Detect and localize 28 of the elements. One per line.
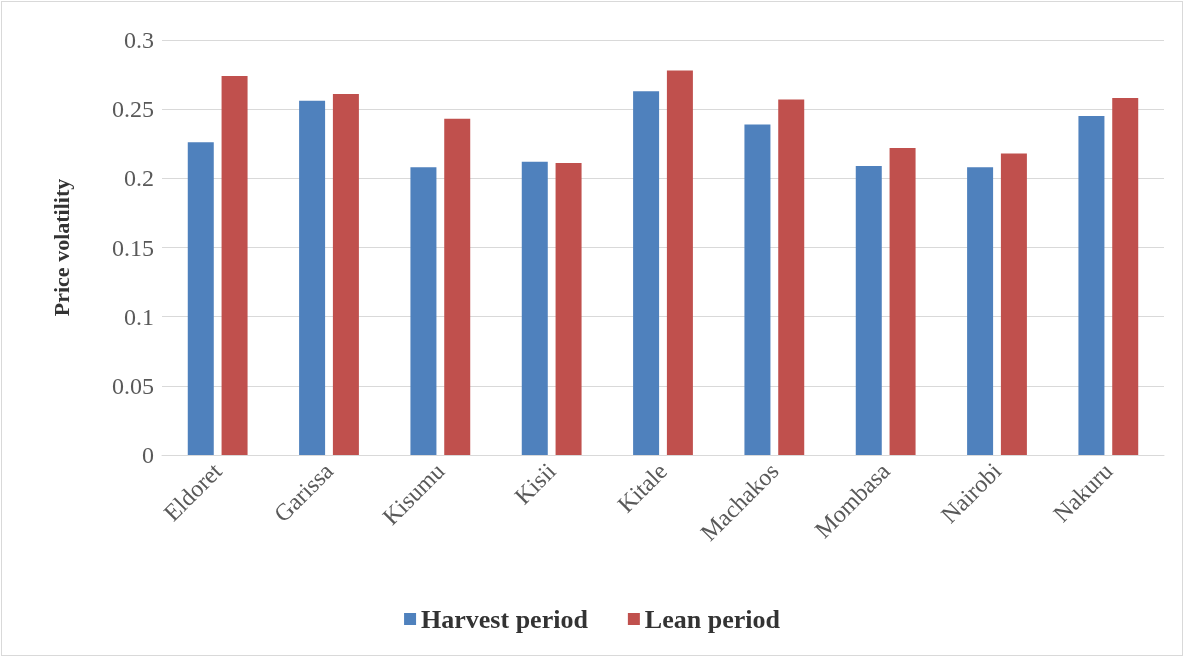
bar [555,163,582,455]
y-tick-label: 0.25 [112,96,154,123]
y-tick-label: 0.3 [124,27,154,53]
bar [1078,116,1105,455]
bar [1000,153,1027,455]
bar [221,75,248,455]
bar [521,161,548,455]
bar [332,93,359,455]
y-tick-label: 0 [142,442,154,468]
bar [410,167,437,455]
bar [666,70,693,455]
bar [1112,98,1139,455]
legend-label: Lean period [644,604,781,634]
y-tick-label: 0.15 [112,234,154,261]
y-tick-label: 0.1 [124,303,154,330]
bar [778,99,805,455]
bar [444,118,471,455]
bar [889,147,916,455]
y-axis-title: Price volatility [48,178,74,317]
y-tick-label: 0.05 [112,372,154,399]
bar [633,91,660,455]
bar [299,100,326,455]
legend-label: Harvest period [421,604,589,634]
bar [187,142,214,455]
bar [967,167,994,455]
bar [744,124,771,455]
y-tick-label: 0.2 [124,165,154,192]
bar [855,165,882,455]
